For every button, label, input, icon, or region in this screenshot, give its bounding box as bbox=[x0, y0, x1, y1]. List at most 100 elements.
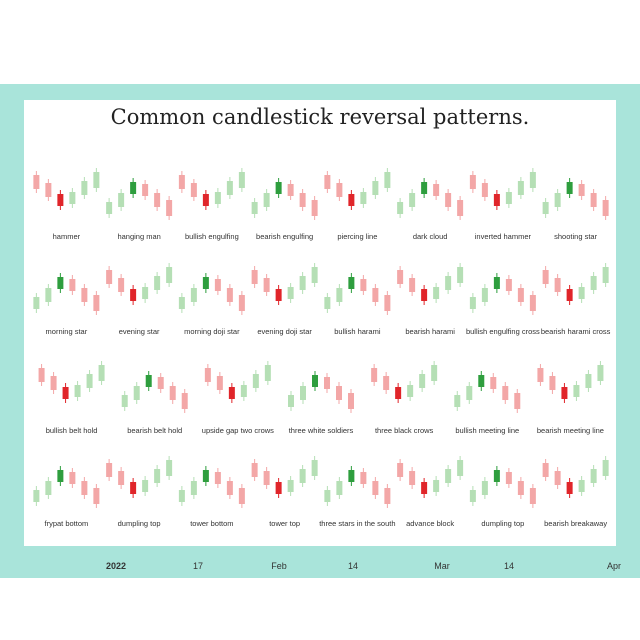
pattern-glyph bbox=[454, 371, 521, 413]
pattern-glyph bbox=[324, 168, 391, 210]
candle-body bbox=[469, 175, 476, 189]
candle-body bbox=[542, 463, 549, 477]
candle-body bbox=[324, 297, 331, 309]
candle-body bbox=[145, 375, 152, 387]
pattern-label: morning doji star bbox=[184, 327, 240, 336]
candle-body bbox=[169, 386, 176, 400]
candle-body bbox=[397, 463, 404, 477]
candle-body bbox=[93, 295, 100, 311]
candle-body bbox=[490, 377, 497, 389]
pattern-glyph bbox=[324, 273, 391, 315]
candle-body bbox=[590, 193, 597, 207]
pattern-label: evening star bbox=[119, 327, 160, 336]
candle-body bbox=[324, 490, 331, 502]
candle-body bbox=[33, 490, 40, 502]
candle-body bbox=[299, 193, 306, 207]
candle-body bbox=[45, 288, 52, 302]
pattern-label: bearish engulfing bbox=[256, 232, 313, 241]
pattern-glyph bbox=[469, 168, 536, 210]
candle-body bbox=[360, 279, 367, 291]
candle-body bbox=[81, 288, 88, 302]
candle-body bbox=[45, 481, 52, 495]
candle-body bbox=[275, 182, 282, 194]
candle-body bbox=[202, 194, 209, 206]
pattern-label: bullish engulfing cross bbox=[466, 327, 540, 336]
candle-body bbox=[505, 472, 512, 484]
pattern-label: tower bottom bbox=[190, 519, 233, 528]
candle-body bbox=[481, 481, 488, 495]
candle-body bbox=[166, 200, 173, 216]
candle-body bbox=[397, 202, 404, 214]
candle-body bbox=[469, 297, 476, 309]
pattern-glyph bbox=[542, 263, 609, 305]
pattern-glyph bbox=[397, 456, 464, 498]
candle-body bbox=[178, 490, 185, 502]
candle-body bbox=[554, 278, 561, 292]
candle-body bbox=[190, 183, 197, 197]
candle-body bbox=[299, 276, 306, 290]
candle-body bbox=[190, 481, 197, 495]
candle-body bbox=[336, 183, 343, 197]
candle-body bbox=[602, 200, 609, 216]
candle-body bbox=[542, 270, 549, 284]
candle-body bbox=[33, 175, 40, 189]
candle-body bbox=[360, 472, 367, 484]
chart-title: Common candlestick reversal patterns. bbox=[110, 105, 530, 129]
candle-body bbox=[372, 481, 379, 495]
candle-body bbox=[263, 193, 270, 207]
candle-body bbox=[517, 481, 524, 495]
candle-body bbox=[431, 365, 438, 381]
candle-body bbox=[445, 469, 452, 483]
candle-body bbox=[142, 184, 149, 196]
pattern-label: dark cloud bbox=[413, 232, 448, 241]
candle-body bbox=[311, 460, 318, 476]
candle-body bbox=[590, 469, 597, 483]
candle-body bbox=[537, 368, 544, 382]
pattern-glyph bbox=[106, 263, 173, 305]
candle-body bbox=[62, 387, 69, 399]
candle-body bbox=[300, 386, 306, 400]
pattern-glyph bbox=[106, 178, 173, 220]
candle-body bbox=[481, 288, 488, 302]
candle-body bbox=[433, 287, 440, 299]
pattern-label: bullish engulfing bbox=[185, 232, 239, 241]
candle-body bbox=[133, 386, 140, 400]
candle-body bbox=[445, 193, 452, 207]
pattern-glyph bbox=[178, 466, 245, 508]
candle-body bbox=[311, 200, 318, 216]
candle-body bbox=[590, 276, 597, 290]
candle-body bbox=[226, 181, 233, 195]
candle-body bbox=[433, 184, 440, 196]
candle-body bbox=[69, 279, 76, 291]
candle-body bbox=[602, 267, 609, 283]
pattern-label: dumpling top bbox=[481, 519, 524, 528]
candle-body bbox=[287, 184, 294, 196]
pattern-label: bearish breakaway bbox=[544, 519, 607, 528]
pattern-label: three black crows bbox=[375, 426, 434, 435]
candle-body bbox=[178, 175, 185, 189]
candle-body bbox=[69, 472, 76, 484]
candle-body bbox=[397, 270, 404, 284]
candle-body bbox=[407, 385, 414, 397]
candle-body bbox=[118, 278, 125, 292]
candle-body bbox=[505, 279, 512, 291]
candle-body bbox=[409, 471, 416, 485]
candle-body bbox=[517, 181, 524, 195]
candle-body bbox=[585, 374, 592, 388]
candle-body bbox=[238, 295, 245, 311]
candle-body bbox=[275, 482, 282, 494]
candle-body bbox=[384, 172, 391, 188]
candle-body bbox=[81, 481, 88, 495]
candle-body bbox=[57, 194, 64, 206]
candle-body bbox=[457, 460, 464, 476]
candle-body bbox=[348, 277, 355, 289]
candle-body bbox=[57, 277, 64, 289]
candle-body bbox=[348, 194, 355, 206]
candle-body bbox=[93, 172, 100, 188]
candle-body bbox=[226, 288, 233, 302]
candle-body bbox=[517, 288, 524, 302]
pattern-glyph bbox=[288, 371, 354, 413]
candle-body bbox=[38, 368, 45, 382]
candle-body bbox=[45, 183, 52, 197]
